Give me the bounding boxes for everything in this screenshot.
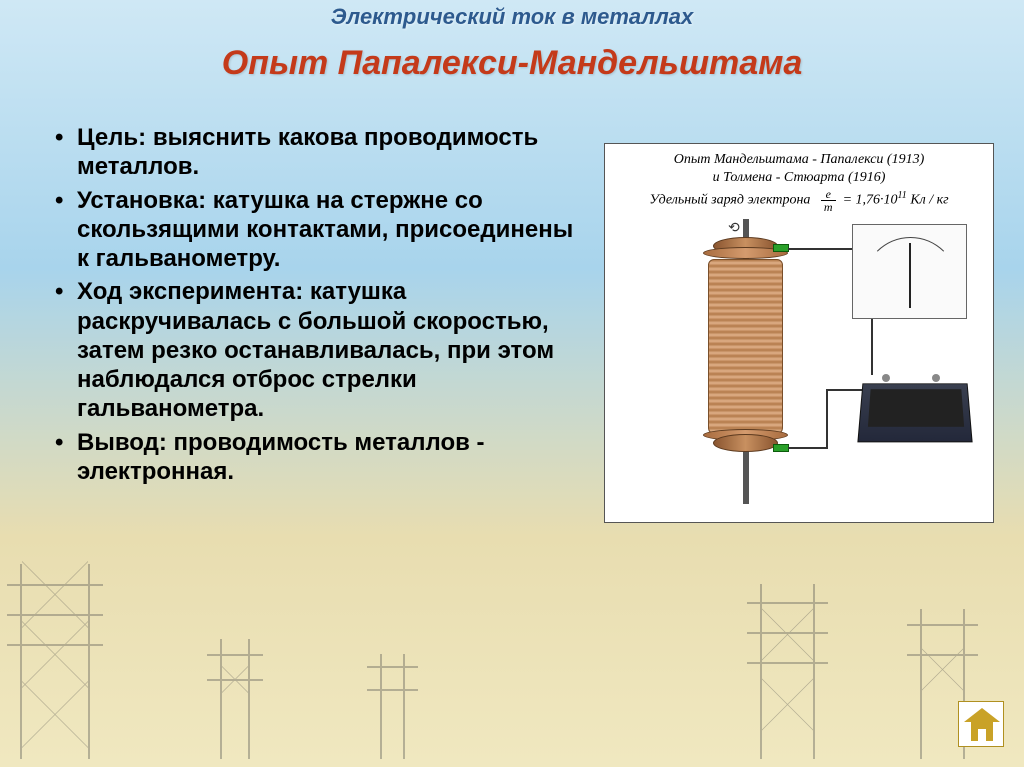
home-icon — [964, 708, 1000, 722]
contact-brush-top — [773, 244, 789, 252]
formula-value: = 1,76·10 — [843, 193, 898, 208]
coil-cap-bottom — [713, 434, 778, 452]
background-pylons — [0, 547, 1024, 767]
slide-title: Опыт Папалекси-Мандельштама — [0, 44, 1024, 83]
pylon-icon — [760, 584, 815, 759]
diagram-formula: Удельный заряд электрона e m = 1,76·1011… — [613, 188, 985, 213]
formula-label: Удельный заряд электрона — [649, 193, 810, 208]
meter-terminal — [882, 374, 890, 382]
home-icon-door — [978, 729, 986, 741]
dial-needle — [909, 243, 911, 308]
formula-exponent: 11 — [898, 190, 907, 201]
bullet-list: Цель: выяснить какова проводимость метал… — [30, 123, 594, 523]
pylon-icon — [20, 564, 90, 759]
fraction-denominator: m — [821, 201, 836, 213]
bullet-item: Установка: катушка на стержне со скользя… — [55, 186, 579, 274]
galvanometer-body — [857, 383, 972, 442]
contact-brush-bottom — [773, 444, 789, 452]
header-title: Электрический ток в металлах — [331, 4, 694, 29]
bullet-item: Цель: выяснить какова проводимость метал… — [55, 123, 579, 182]
bullet-item: Ход эксперимента: катушка раскручивалась… — [55, 277, 579, 423]
rotation-arrow-icon: ⟲ — [728, 219, 740, 236]
diagram-caption-2: и Толмена - Стюарта (1916) — [613, 170, 985, 186]
bullet-item: Вывод: проводимость металлов - электронн… — [55, 428, 579, 487]
diagram-stage: ⟲ — [613, 219, 985, 509]
galvanometer-dial — [852, 224, 967, 319]
formula-unit: Кл / кг — [907, 193, 949, 208]
content-area: Цель: выяснить какова проводимость метал… — [0, 123, 1024, 523]
meter-terminal — [932, 374, 940, 382]
copper-coil — [708, 259, 783, 434]
diagram-caption-1: Опыт Мандельштама - Папалекси (1913) — [613, 152, 985, 168]
fraction: e m — [821, 188, 836, 213]
header-bar: Электрический ток в металлах — [0, 0, 1024, 30]
pylon-icon — [380, 654, 405, 759]
home-button[interactable] — [958, 701, 1004, 747]
wire-segment — [826, 389, 828, 449]
wire-segment — [788, 447, 828, 449]
pylon-icon — [220, 639, 250, 759]
experiment-diagram: Опыт Мандельштама - Папалекси (1913) и Т… — [604, 143, 994, 523]
